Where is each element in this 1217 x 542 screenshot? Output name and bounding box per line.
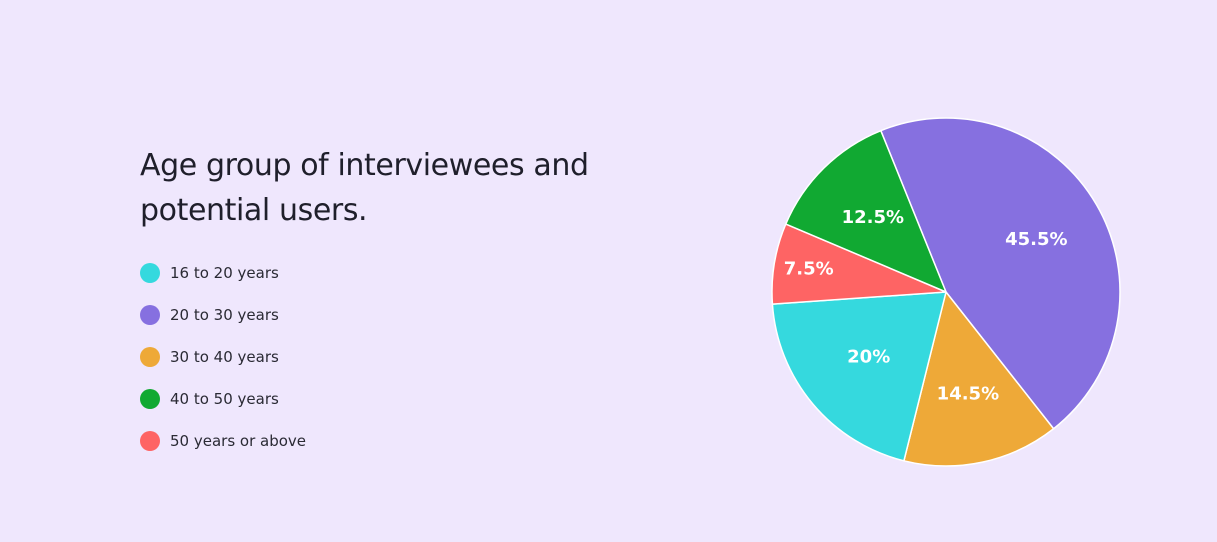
chart-legend: 16 to 20 years 20 to 30 years 30 to 40 y… xyxy=(140,254,306,464)
legend-swatch-50-plus xyxy=(140,431,160,451)
legend-item-50-plus: 50 years or above xyxy=(140,422,306,464)
legend-swatch-40-to-50 xyxy=(140,389,160,409)
legend-swatch-16-to-20 xyxy=(140,263,160,283)
pie-slice-16-to-20 xyxy=(771,291,947,462)
pie-slice-40-to-50 xyxy=(785,129,947,293)
slice-label-16-to-20: 20% xyxy=(847,346,890,367)
slice-label-40-to-50: 12.5% xyxy=(842,207,904,228)
pie-slice-30-to-40 xyxy=(903,291,1055,467)
legend-item-30-to-40: 30 to 40 years xyxy=(140,338,306,380)
slice-label-20-to-30: 45.5% xyxy=(1005,229,1067,250)
legend-item-16-to-20: 16 to 20 years xyxy=(140,254,306,296)
legend-label-30-to-40: 30 to 40 years xyxy=(170,348,279,366)
legend-label-40-to-50: 40 to 50 years xyxy=(170,390,279,408)
legend-item-40-to-50: 40 to 50 years xyxy=(140,380,306,422)
legend-label-20-to-30: 20 to 30 years xyxy=(170,306,279,324)
legend-item-20-to-30: 20 to 30 years xyxy=(140,296,306,338)
slice-label-30-to-40: 14.5% xyxy=(937,384,999,405)
legend-label-50-plus: 50 years or above xyxy=(170,432,307,450)
legend-swatch-20-to-30 xyxy=(140,305,160,325)
pie-slice-20-to-30 xyxy=(880,117,1121,430)
slice-label-50-plus: 7.5% xyxy=(784,259,834,280)
chart-title: Age group of interviewees and potential … xyxy=(140,148,589,228)
legend-swatch-30-to-40 xyxy=(140,347,160,367)
legend-label-16-to-20: 16 to 20 years xyxy=(170,264,279,282)
